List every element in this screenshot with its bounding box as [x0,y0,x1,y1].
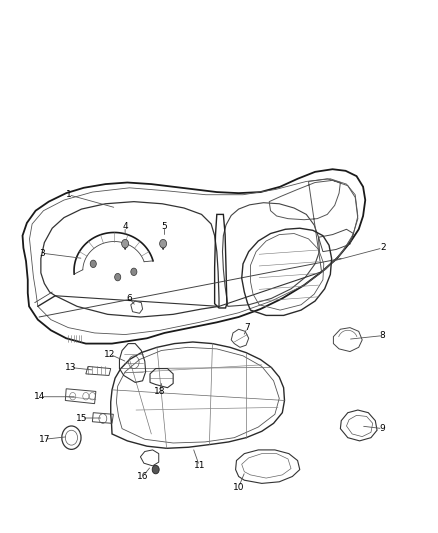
Text: 18: 18 [154,387,166,396]
Circle shape [115,273,121,281]
Text: 13: 13 [65,363,76,372]
Text: 16: 16 [137,472,148,481]
Text: 17: 17 [39,435,50,444]
Text: 8: 8 [380,331,385,340]
Circle shape [122,239,129,248]
Circle shape [131,268,137,276]
Text: 7: 7 [244,323,250,332]
Text: 12: 12 [104,350,116,359]
Circle shape [90,260,96,268]
Text: 4: 4 [122,222,128,231]
Text: 11: 11 [194,462,205,470]
Text: 9: 9 [380,424,385,433]
Text: 1: 1 [66,190,71,199]
Text: 15: 15 [76,414,87,423]
Text: 2: 2 [380,244,385,253]
Text: 5: 5 [162,222,167,231]
Text: 3: 3 [39,249,45,258]
Text: 10: 10 [233,482,244,491]
Text: 6: 6 [127,294,132,303]
Circle shape [159,239,166,248]
Circle shape [152,465,159,474]
Text: 14: 14 [34,392,46,401]
